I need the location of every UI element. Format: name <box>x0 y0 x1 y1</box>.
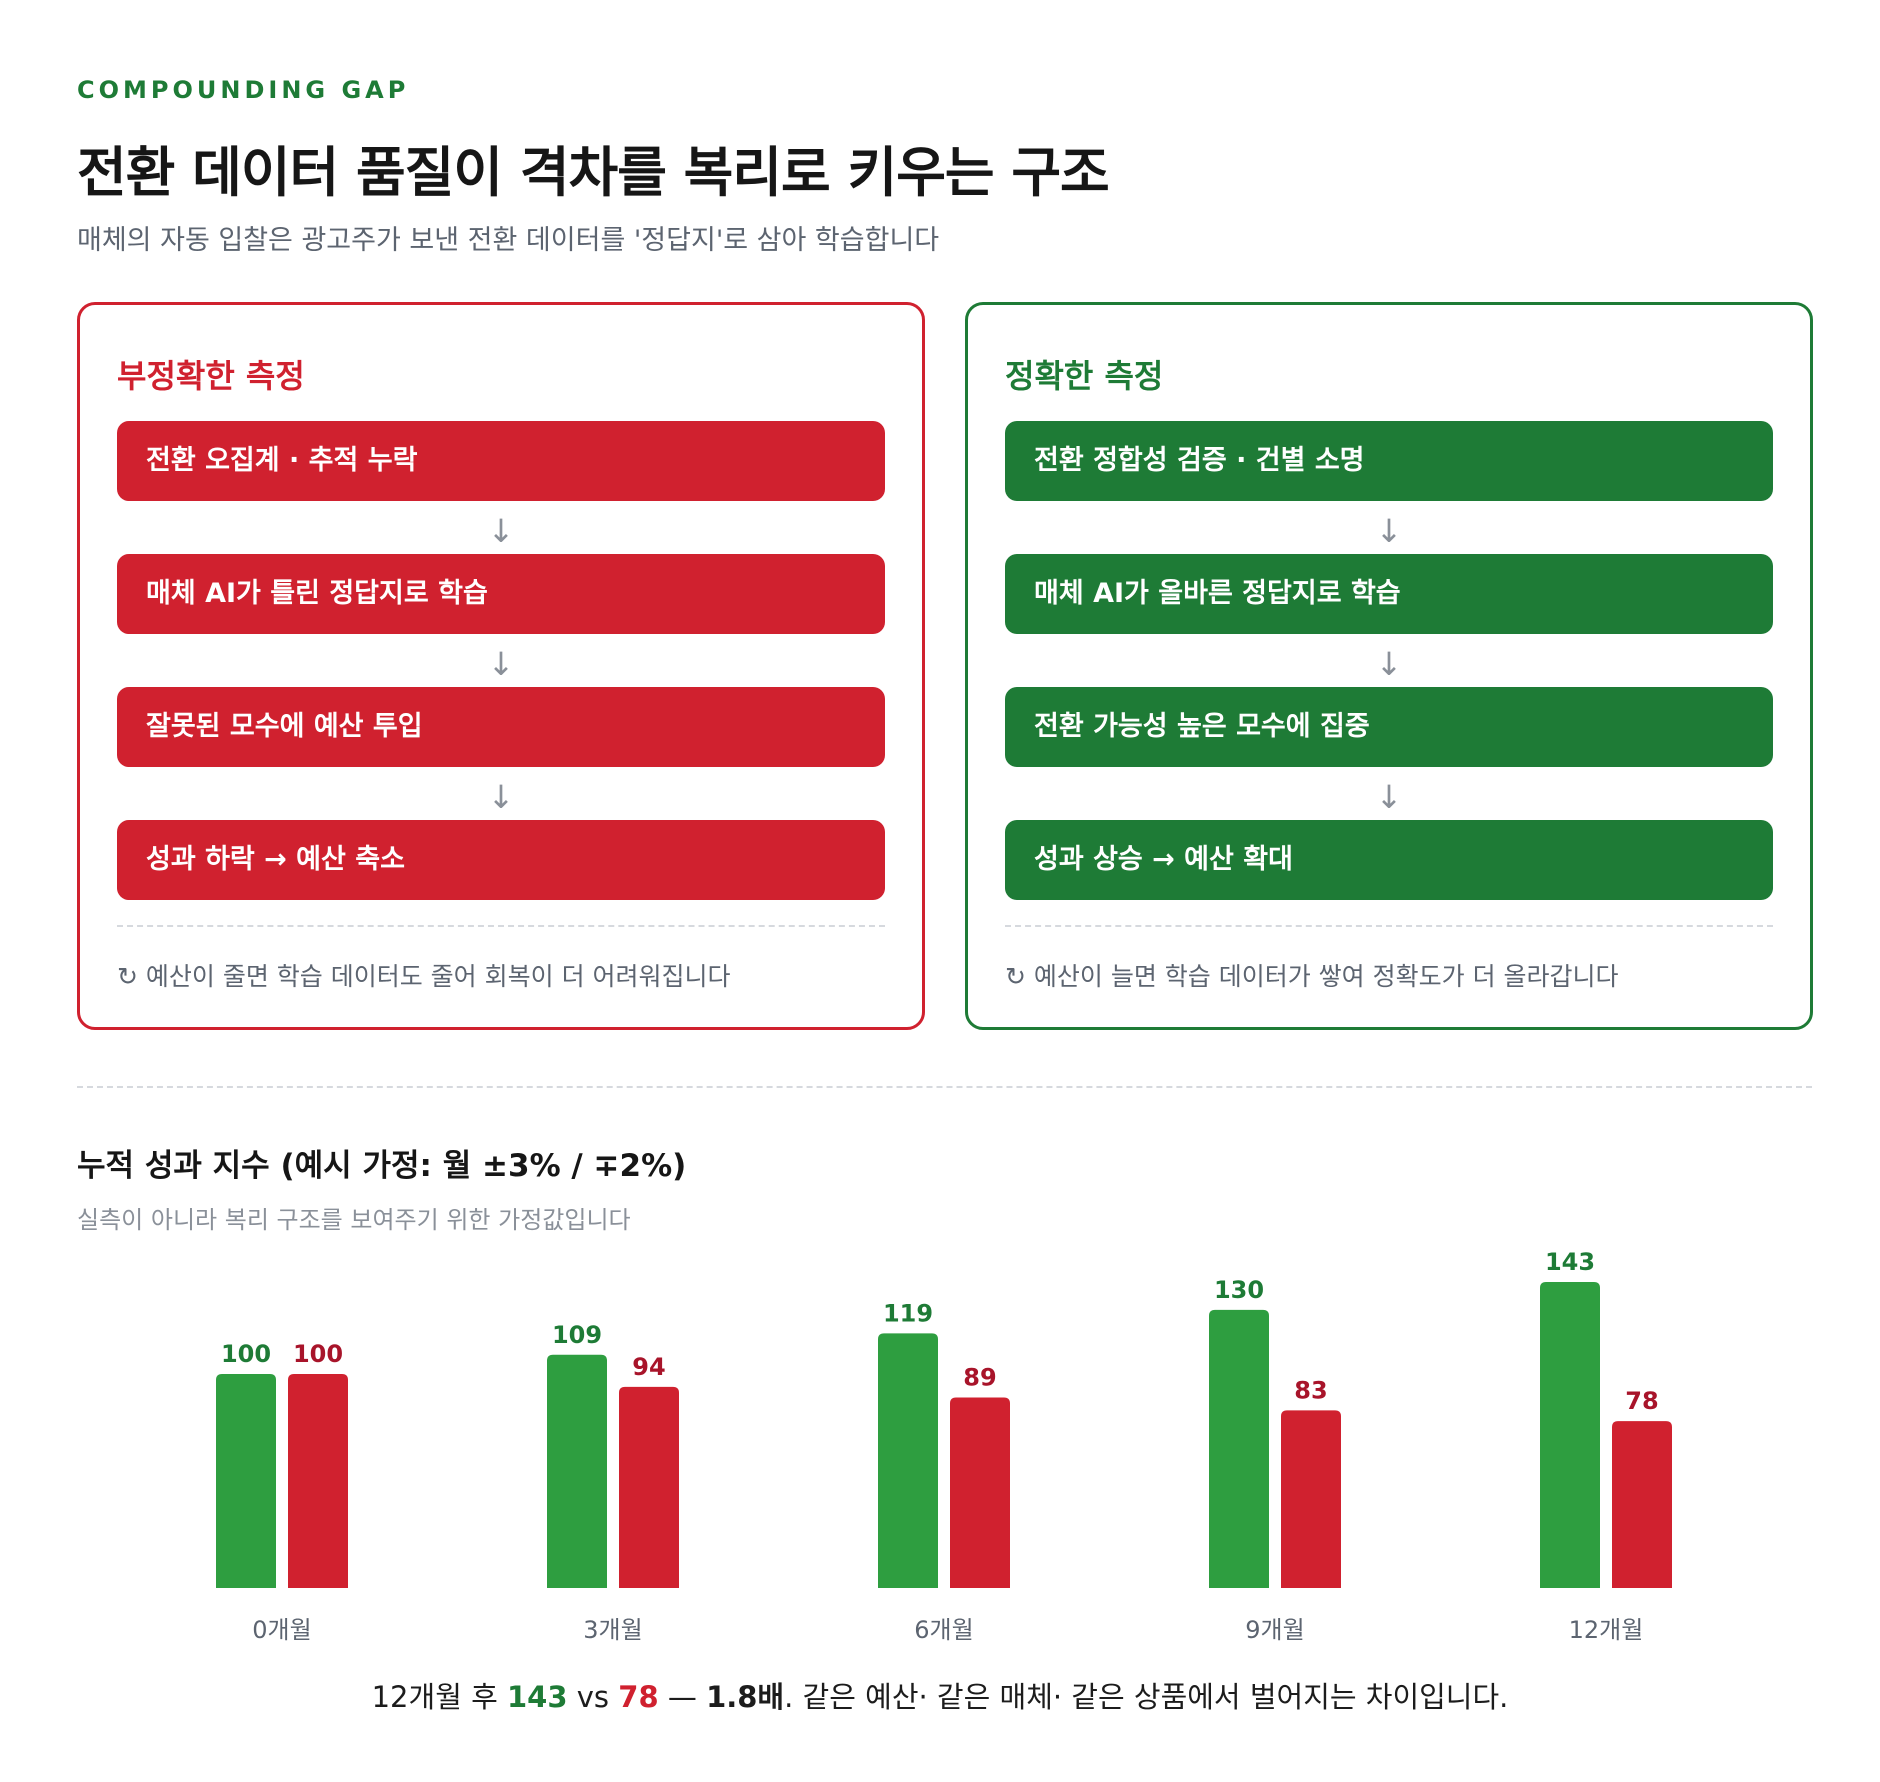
data-label: 89 <box>963 1364 996 1392</box>
data-label: 100 <box>221 1340 271 1368</box>
panel-note: ↻ 예산이 줄면 학습 데이터도 줄어 회복이 더 어려워집니다 <box>117 962 731 991</box>
data-label: 94 <box>632 1353 665 1381</box>
panel-divider <box>117 925 885 927</box>
panel-note: ↻ 예산이 늘면 학습 데이터가 쌓여 정확도가 더 올라갑니다 <box>1005 962 1619 991</box>
data-label: 119 <box>883 1299 933 1327</box>
data-label: 100 <box>293 1340 343 1368</box>
data-label: 143 <box>1545 1248 1595 1276</box>
flow-step: 매체 AI가 올바른 정답지로 학습 <box>1005 554 1773 634</box>
summary-prefix: 12개월 후 <box>371 1680 507 1714</box>
summary-good-value: 143 <box>507 1680 568 1714</box>
section-divider <box>77 1086 1812 1088</box>
bar <box>619 1386 679 1588</box>
bar <box>878 1333 938 1588</box>
page-title: 전환 데이터 품질이 격차를 복리로 키우는 구조 <box>77 141 1110 204</box>
flow-step: 전환 오집계 · 추적 누락 <box>117 421 885 501</box>
flow-step: 전환 가능성 높은 모수에 집중 <box>1005 687 1773 767</box>
bar <box>1612 1421 1672 1588</box>
x-tick-label: 9개월 <box>1245 1616 1304 1644</box>
chart-title: 누적 성과 지수 (예시 가정: 월 ±3% / ∓2%) <box>77 1148 687 1184</box>
chart-subtitle: 실측이 아니라 복리 구조를 보여주기 위한 가정값입니다 <box>77 1206 631 1234</box>
flow-step: 잘못된 모수에 예산 투입 <box>117 687 885 767</box>
bar <box>547 1354 607 1588</box>
bar <box>1209 1309 1269 1588</box>
flow-step: 매체 AI가 틀린 정답지로 학습 <box>117 554 885 634</box>
down-arrow-icon: ↓ <box>1375 778 1403 816</box>
inaccurate-measurement-panel: 부정확한 측정 전환 오집계 · 추적 누락 ↓ 매체 AI가 틀린 정답지로 … <box>77 302 925 1030</box>
down-arrow-icon: ↓ <box>1375 512 1403 550</box>
down-arrow-icon: ↓ <box>487 778 515 816</box>
summary-text: 12개월 후 143 vs 78 — 1.8배. 같은 예산· 같은 매체· 같… <box>0 1674 1880 1716</box>
bar <box>216 1374 276 1588</box>
data-label: 130 <box>1214 1276 1264 1304</box>
summary-dash: — <box>658 1680 707 1714</box>
bar <box>950 1397 1010 1588</box>
flow-step: 성과 하락 → 예산 축소 <box>117 820 885 900</box>
flow-step: 전환 정합성 검증 · 건별 소명 <box>1005 421 1773 501</box>
summary-ratio: 1.8배 <box>706 1680 785 1714</box>
x-tick-label: 3개월 <box>583 1616 642 1644</box>
bar <box>288 1374 348 1588</box>
page-subtitle: 매체의 자동 입찰은 광고주가 보낸 전환 데이터를 '정답지'로 삼아 학습합… <box>77 225 940 256</box>
x-tick-label: 12개월 <box>1569 1616 1644 1644</box>
down-arrow-icon: ↓ <box>1375 645 1403 683</box>
down-arrow-icon: ↓ <box>487 645 515 683</box>
summary-bad-value: 78 <box>618 1680 659 1714</box>
x-tick-label: 6개월 <box>914 1616 973 1644</box>
x-tick-label: 0개월 <box>252 1616 311 1644</box>
down-arrow-icon: ↓ <box>487 512 515 550</box>
bar <box>1540 1282 1600 1588</box>
data-label: 109 <box>552 1321 602 1349</box>
bar <box>1281 1410 1341 1588</box>
data-label: 78 <box>1625 1387 1658 1415</box>
data-label: 83 <box>1294 1376 1327 1404</box>
panel-divider <box>1005 925 1773 927</box>
flow-step: 성과 상승 → 예산 확대 <box>1005 820 1773 900</box>
bar-chart: 100 100 0개월 109 94 3개월 119 89 6개월 130 83 9개월 143 78 12… <box>216 1248 1672 1644</box>
panel-title: 부정확한 측정 <box>117 357 305 395</box>
panel-title: 정확한 측정 <box>1005 357 1164 395</box>
summary-suffix: . 같은 예산· 같은 매체· 같은 상품에서 벌어지는 차이입니다. <box>784 1680 1509 1714</box>
summary-vs: vs <box>567 1680 619 1714</box>
accurate-measurement-panel: 정확한 측정 전환 정합성 검증 · 건별 소명 ↓ 매체 AI가 올바른 정답… <box>965 302 1813 1030</box>
eyebrow-label: COMPOUNDING GAP <box>77 76 410 104</box>
